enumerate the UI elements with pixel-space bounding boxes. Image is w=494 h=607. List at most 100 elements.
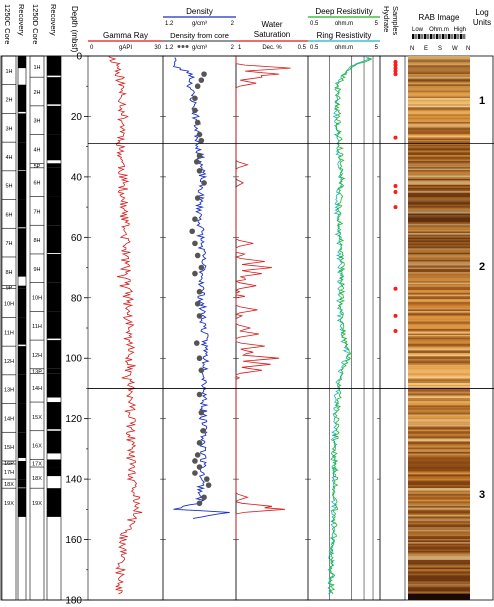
- rab-band: [408, 306, 470, 308]
- rab-band: [408, 563, 470, 566]
- density-core-max: 2: [231, 45, 235, 51]
- ring-resistivity-title: Ring Resistivity: [317, 31, 372, 40]
- core-density-point-7: [198, 137, 205, 144]
- rab-band: [408, 434, 470, 436]
- rab-band: [408, 272, 470, 274]
- series-deep-resistivity: [328, 57, 373, 595]
- deep-resistivity-title: Deep Resistivity: [315, 7, 372, 16]
- rab-band: [408, 293, 470, 295]
- rab-band: [408, 218, 470, 220]
- rab-band: [408, 131, 470, 134]
- rab-band: [408, 86, 470, 88]
- rab-band: [408, 194, 470, 196]
- track-frame-hydrate: [379, 55, 406, 601]
- rab-band: [408, 533, 470, 536]
- rab-band: [408, 359, 470, 361]
- rab-band: [408, 207, 470, 211]
- rab-band: [408, 305, 470, 307]
- rab-band: [408, 377, 470, 379]
- rab-band: [408, 183, 470, 185]
- hydrate-sample-7: [393, 190, 398, 194]
- rab-band: [408, 215, 470, 218]
- rab-band: [408, 276, 470, 279]
- core-1250d-label-15X: 15X: [32, 415, 42, 421]
- rab-band: [408, 192, 470, 195]
- rab-azimuth-4: N: [466, 46, 470, 52]
- rab-band: [408, 62, 470, 64]
- depth-tick-label-80: 80: [71, 293, 83, 304]
- rab-band: [408, 494, 470, 496]
- rab-band: [408, 356, 470, 359]
- rab-band: [408, 299, 470, 302]
- rab-title: RAB Image: [419, 13, 460, 22]
- rab-band: [408, 291, 470, 293]
- core-1250d-label-9H: 9H: [33, 267, 40, 273]
- core-1250d-label-7H: 7H: [33, 209, 40, 215]
- core-1250c-label-4H: 4H: [5, 155, 12, 161]
- density-unit: g/cm³: [192, 21, 207, 27]
- rab-band: [408, 542, 470, 544]
- core-1250d-recovery-19X: [47, 488, 61, 517]
- depth-tick-label-140: 140: [65, 475, 82, 486]
- rab-azimuth-3: W: [452, 46, 458, 52]
- rab-band: [408, 321, 470, 323]
- rab-band: [408, 90, 470, 93]
- core-1250c-recovery-12H: [18, 346, 26, 375]
- rab-band: [408, 566, 470, 568]
- rab-band: [408, 105, 470, 109]
- rab-band: [408, 576, 470, 579]
- density-max: 2: [231, 21, 235, 27]
- core-density-point-5: [194, 119, 201, 126]
- rab-scale-mid: Ohm.m: [429, 27, 449, 33]
- rab-band: [408, 591, 470, 594]
- core-1250d-recovery-5P: [47, 163, 61, 168]
- sw-min: 1: [238, 45, 242, 51]
- core-1250c-label-2H: 2H: [5, 98, 12, 104]
- rab-band: [408, 386, 470, 388]
- core-1250d-label-4H: 4H: [33, 147, 40, 153]
- rab-band: [408, 402, 470, 405]
- rab-band: [408, 200, 470, 203]
- rab-band: [408, 347, 470, 349]
- density-core-title: Density from core: [170, 31, 229, 40]
- rab-band: [408, 83, 470, 85]
- rab-band: [408, 89, 470, 91]
- rab-band: [408, 87, 470, 89]
- core-1250c-label-5H: 5H: [5, 184, 12, 190]
- core-density-point-31: [196, 464, 203, 470]
- hydrate-sample-11: [393, 329, 398, 334]
- core-1250d-label-18X: 18X: [32, 476, 42, 482]
- depth-tick-label-60: 60: [71, 233, 83, 244]
- rab-band: [408, 153, 470, 156]
- core-1250d-recovery-3H: [47, 105, 61, 135]
- core-density-point-1: [198, 77, 205, 83]
- rab-band: [408, 203, 470, 205]
- rab-band: [408, 75, 470, 78]
- hydrate-sample-1: [393, 63, 398, 68]
- core-1250c-label-15H: 15H: [4, 445, 14, 451]
- rab-band: [408, 495, 470, 498]
- rab-band: [408, 141, 470, 145]
- rab-band: [408, 119, 470, 121]
- core-density-point-24: [198, 367, 205, 374]
- rab-band: [408, 482, 470, 484]
- rab-band: [408, 233, 470, 236]
- rab-band: [408, 449, 470, 452]
- core-density-point-33: [204, 476, 210, 482]
- rab-band: [408, 548, 470, 551]
- rab-scale-cell: [415, 34, 418, 39]
- core-1250c-recovery-7H: [18, 228, 26, 257]
- core-1250d-label-13P: 13P: [32, 370, 42, 376]
- rab-band: [408, 375, 470, 378]
- depth-tick-label-0: 0: [76, 52, 82, 63]
- rab-band: [408, 213, 470, 216]
- core-1250d-recovery-4H: [47, 134, 61, 161]
- rab-band: [408, 555, 470, 558]
- rab-band: [408, 74, 470, 76]
- rab-band: [408, 443, 470, 446]
- core-1250d-label-11H: 11H: [32, 324, 42, 330]
- rab-band: [408, 78, 470, 81]
- rab-scale-cell: [454, 34, 457, 39]
- rab-band: [408, 236, 470, 239]
- rab-band: [408, 185, 470, 187]
